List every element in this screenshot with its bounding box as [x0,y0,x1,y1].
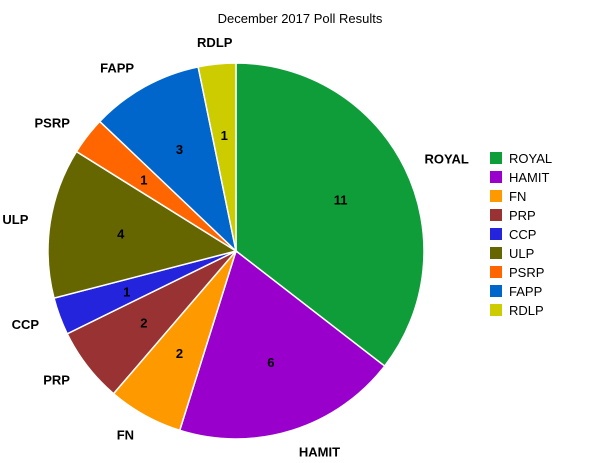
slice-category-label-prp: PRP [43,373,70,388]
legend-label-prp: PRP [509,208,536,223]
slice-category-label-ccp: CCP [12,317,40,332]
pie-category-labels: ROYAL HAMIT FN PRP CCP ULP PSRP FAPP RDLP [2,35,468,459]
legend-label-hamit: HAMIT [509,170,550,185]
legend: ROYAL HAMIT FN PRP CCP ULP PSRP FAPP RDLP [490,151,552,318]
legend-swatch-ulp [490,247,502,259]
slice-category-label-ulp: ULP [2,212,28,227]
slice-value-label-psrp: 1 [140,173,147,188]
slice-category-label-hamit: HAMIT [299,444,340,459]
slice-value-label-fn: 2 [176,346,183,361]
legend-label-ccp: CCP [509,227,536,242]
slice-value-label-fapp: 3 [176,142,183,157]
legend-label-fapp: FAPP [509,284,542,299]
slice-category-label-psrp: PSRP [35,115,71,130]
pie-slice-ulp [47,150,238,300]
pie-slices [47,62,425,440]
pie-slice-hamit [178,249,386,440]
slice-value-label-ccp: 1 [123,284,130,299]
slice-value-label-hamit: 6 [267,355,274,370]
legend-swatch-ccp [490,228,502,240]
slice-value-label-rdlp: 1 [221,128,228,143]
pie-slice-rdlp [197,62,237,252]
legend-swatch-prp [490,209,502,221]
legend-label-royal: ROYAL [509,151,552,166]
slice-value-label-prp: 2 [140,315,147,330]
slice-category-label-fn: FN [117,428,134,443]
legend-swatch-royal [490,152,502,164]
legend-swatch-fapp [490,285,502,297]
slice-category-label-rdlp: RDLP [197,35,233,50]
legend-label-fn: FN [509,189,526,204]
legend-swatch-hamit [490,171,502,183]
pie-value-labels: 11 6 2 2 1 4 1 3 1 [117,128,347,370]
legend-label-ulp: ULP [509,246,534,261]
pie-slice-fapp [98,65,238,254]
chart-title: December 2017 Poll Results [218,11,383,26]
legend-label-rdlp: RDLP [509,303,544,318]
legend-swatch-rdlp [490,304,502,316]
legend-label-psrp: PSRP [509,265,544,280]
pie-slice-royal [235,62,425,368]
slice-value-label-royal: 11 [334,193,348,208]
legend-swatch-fn [490,190,502,202]
slice-category-label-royal: ROYAL [425,152,469,167]
slice-value-label-ulp: 4 [117,226,125,241]
legend-swatch-psrp [490,266,502,278]
slice-category-label-fapp: FAPP [100,60,134,75]
